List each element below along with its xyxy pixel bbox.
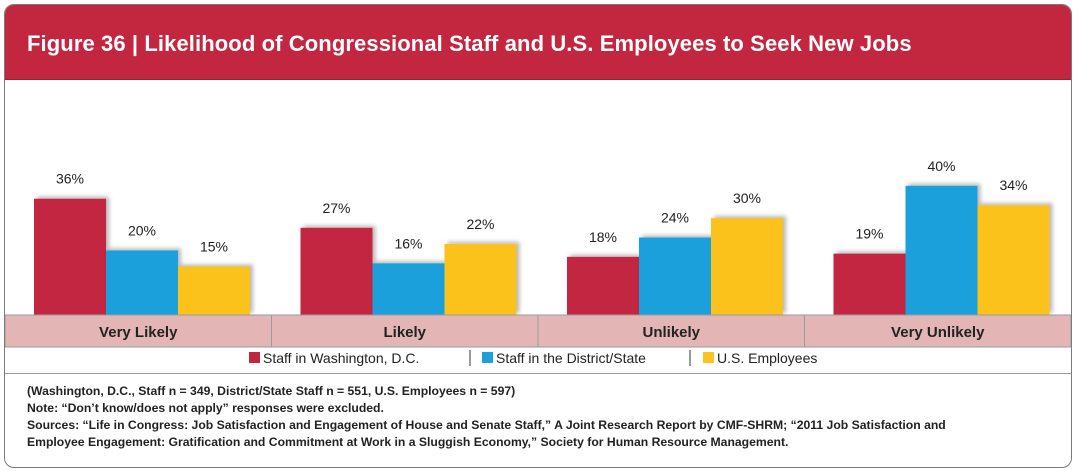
bar-likely-series-1 [300, 227, 373, 315]
category-label-unlikely: Unlikely [642, 324, 700, 341]
sources-note-line-2: Employee Engagement: Gratification and C… [27, 435, 789, 449]
legend-swatch-series-3 [703, 352, 714, 363]
title-bar: Figure 36 | Likelihood of Congressional … [5, 5, 1071, 80]
bar-very-unlikely-series-1 [833, 253, 906, 315]
sources-note-line-1: Sources: “Life in Congress: Job Satisfac… [27, 418, 946, 432]
legend-label-series-3: U.S. Employees [717, 350, 817, 366]
bar-chart: 36% 20% 15% 27% 16% 22% 18% 24% 30% 19% 40% 34% Very… [5, 158, 1071, 366]
data-label-likely-series-2: 16% [394, 235, 422, 251]
bar-very-likely-series-3 [178, 266, 250, 315]
category-label-very-unlikely: Very Unlikely [891, 324, 985, 341]
data-label-very-likely-series-3: 15% [200, 239, 228, 255]
chart-title: Figure 36 | Likelihood of Congressional … [27, 31, 912, 56]
legend-label-series-1: Staff in Washington, D.C. [263, 350, 419, 366]
figure-frame: Figure 36 | Likelihood of Congressional … [4, 4, 1072, 468]
bar-very-unlikely-series-2 [905, 185, 978, 315]
data-label-unlikely-series-1: 18% [589, 229, 617, 245]
bar-very-likely-series-1 [34, 198, 106, 315]
data-label-very-likely-series-2: 20% [128, 222, 156, 238]
data-label-very-unlikely-series-3: 34% [999, 177, 1027, 193]
bar-very-unlikely-series-3 [977, 205, 1050, 315]
data-label-likely-series-1: 27% [322, 200, 350, 216]
bar-likely-series-3 [444, 243, 517, 315]
bar-unlikely-series-2 [639, 237, 711, 315]
category-label-likely: Likely [383, 324, 426, 341]
legend-label-series-2: Staff in the District/State [496, 350, 646, 366]
category-label-very-likely: Very Likely [99, 324, 178, 341]
data-label-unlikely-series-3: 30% [733, 190, 761, 206]
exclusion-note: Note: “Don’t know/does not apply” respon… [27, 401, 384, 415]
notes-block: (Washington, D.C., Staff n = 349, Distri… [27, 383, 1057, 451]
bar-likely-series-2 [372, 263, 445, 315]
data-label-very-unlikely-series-1: 19% [855, 226, 883, 242]
data-label-very-likely-series-1: 36% [56, 171, 84, 187]
bar-very-likely-series-2 [106, 250, 178, 315]
bar-unlikely-series-3 [711, 218, 783, 315]
data-label-likely-series-3: 22% [466, 216, 494, 232]
legend-swatch-series-2 [482, 352, 493, 363]
legend-swatch-series-1 [249, 352, 260, 363]
notes-divider [5, 373, 1071, 374]
data-label-unlikely-series-2: 24% [661, 209, 689, 225]
bar-unlikely-series-1 [567, 256, 639, 315]
data-label-very-unlikely-series-2: 40% [927, 158, 955, 174]
sample-size-note: (Washington, D.C., Staff n = 349, Distri… [27, 384, 516, 398]
